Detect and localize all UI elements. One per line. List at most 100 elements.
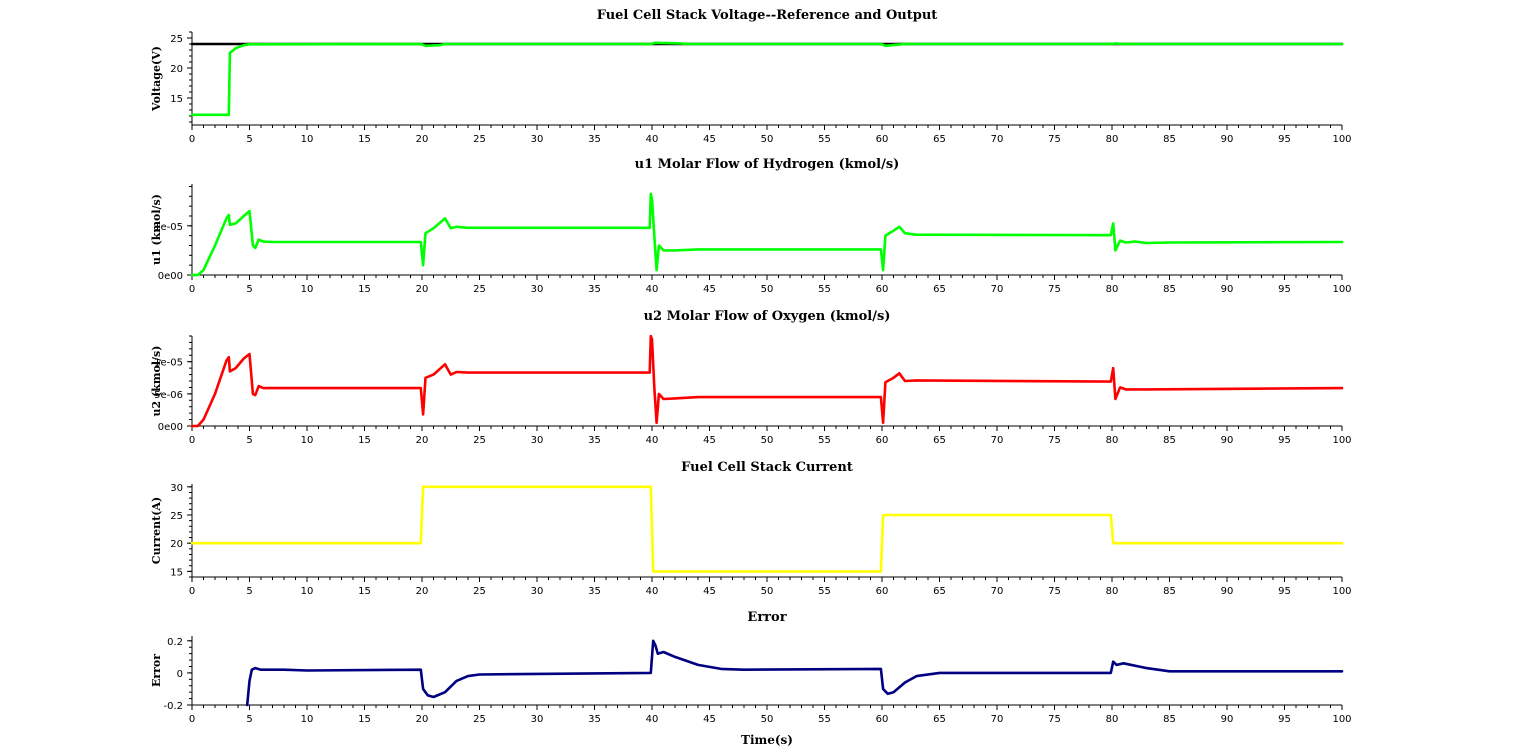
y-tick-label: 30	[170, 483, 183, 494]
y-tick-label: 15	[170, 94, 183, 105]
x-tick-label: 5	[246, 134, 252, 145]
x-tick-label: 100	[1332, 284, 1351, 295]
panel-voltage: Fuel Cell Stack Voltage--Reference and O…	[150, 8, 1352, 145]
x-tick-label: 50	[761, 284, 774, 295]
x-tick-label: 20	[416, 284, 429, 295]
y-tick-label: 0e00	[158, 271, 183, 282]
x-tick-label: 65	[933, 714, 946, 725]
x-tick-label: 45	[703, 586, 716, 597]
x-tick-label: 85	[1163, 435, 1176, 446]
x-tick-label: 55	[818, 586, 831, 597]
x-tick-label: 35	[588, 284, 601, 295]
x-tick-label: 75	[1048, 284, 1061, 295]
x-tick-label: 80	[1106, 714, 1119, 725]
x-tick-label: 0	[189, 714, 195, 725]
x-tick-label: 100	[1332, 435, 1351, 446]
y-tick-label: 1e-05	[154, 358, 183, 369]
x-tick-label: 25	[473, 586, 486, 597]
x-tick-label: 0	[189, 586, 195, 597]
x-tick-label: 60	[876, 435, 889, 446]
x-tick-label: 85	[1163, 586, 1176, 597]
x-tick-label: 10	[301, 714, 314, 725]
x-tick-label: 70	[991, 586, 1004, 597]
x-tick-label: 10	[301, 284, 314, 295]
panel-title-error: Error	[747, 610, 786, 625]
panel-oxygen: u2 Molar Flow of Oxygen (kmol/s) 0 5 10 15 20…	[150, 309, 1352, 446]
x-tick-label: 15	[358, 586, 371, 597]
panel-title-voltage: Fuel Cell Stack Voltage--Reference and O…	[597, 8, 938, 23]
x-tick-label: 40	[646, 586, 659, 597]
x-tick-label: 40	[646, 714, 659, 725]
x-tick-label: 20	[416, 714, 429, 725]
series-line-voltage-1	[190, 41, 1344, 117]
x-tick-label: 30	[531, 284, 544, 295]
x-tick-label: 70	[991, 714, 1004, 725]
x-tick-label: 75	[1048, 435, 1061, 446]
x-tick-label: 25	[473, 435, 486, 446]
x-tick-label: 5	[246, 284, 252, 295]
x-tick-label: 10	[301, 586, 314, 597]
x-tick-label: 20	[416, 435, 429, 446]
x-tick-label: 25	[473, 284, 486, 295]
series-line-current-0	[190, 485, 1344, 573]
y-tick-label: 5e-06	[154, 390, 183, 401]
x-tick-label: 60	[876, 284, 889, 295]
x-tick-label: 30	[531, 134, 544, 145]
x-tick-label: 30	[531, 586, 544, 597]
x-tick-label: 50	[761, 134, 774, 145]
x-tick-label: 70	[991, 284, 1004, 295]
panel-current: Fuel Cell Stack Current 0 5 10 15 20 25 30 35 40 4…	[150, 460, 1352, 597]
x-tick-label: 25	[473, 134, 486, 145]
panel-error: Error 0 5 10 15 20 25 30 35 40 45 50 55 60 65 70 75 80 85 9…	[150, 610, 1352, 747]
x-tick-label: 40	[646, 435, 659, 446]
x-tick-label: 80	[1106, 586, 1119, 597]
x-tick-label: 20	[416, 586, 429, 597]
x-tick-label: 35	[588, 435, 601, 446]
x-tick-label: 55	[818, 134, 831, 145]
x-tick-label: 45	[703, 134, 716, 145]
x-tick-label: 60	[876, 714, 889, 725]
x-tick-label: 55	[818, 714, 831, 725]
x-tick-label: 30	[531, 435, 544, 446]
y-tick-label: 20	[170, 64, 183, 75]
x-tick-label: 35	[588, 586, 601, 597]
series-line-hydrogen-0	[190, 192, 1344, 277]
x-tick-label: 100	[1332, 714, 1351, 725]
x-tick-label: 50	[761, 435, 774, 446]
y-axis-label-oxygen: u2 (kmol/s)	[150, 346, 163, 417]
x-tick-label: 65	[933, 134, 946, 145]
x-tick-label: 80	[1106, 134, 1119, 145]
x-tick-label: 75	[1048, 714, 1061, 725]
series-line-oxygen-0	[190, 334, 1344, 428]
x-tick-label: 65	[933, 586, 946, 597]
panel-title-oxygen: u2 Molar Flow of Oxygen (kmol/s)	[644, 309, 891, 324]
x-tick-label: 10	[301, 435, 314, 446]
x-tick-label: 80	[1106, 435, 1119, 446]
x-tick-label: 45	[703, 284, 716, 295]
x-tick-label: 15	[358, 284, 371, 295]
x-tick-label: 0	[189, 435, 195, 446]
x-tick-label: 95	[1278, 284, 1291, 295]
x-tick-label: 30	[531, 714, 544, 725]
x-tick-label: 95	[1278, 134, 1291, 145]
x-tick-label: 90	[1221, 134, 1234, 145]
x-tick-label: 55	[818, 284, 831, 295]
x-tick-label: 60	[876, 586, 889, 597]
x-tick-label: 15	[358, 714, 371, 725]
panel-title-hydrogen: u1 Molar Flow of Hydrogen (kmol/s)	[635, 157, 900, 172]
series-line-error-0	[245, 639, 1344, 707]
x-tick-label: 5	[246, 714, 252, 725]
y-tick-label: 15	[170, 567, 183, 578]
x-tick-label: 90	[1221, 714, 1234, 725]
x-tick-label: 5	[246, 586, 252, 597]
y-tick-label: 0	[177, 669, 183, 680]
y-axis-label-error: Error	[150, 654, 163, 687]
x-tick-label: 45	[703, 435, 716, 446]
x-tick-label: 100	[1332, 134, 1351, 145]
x-tick-label: 50	[761, 714, 774, 725]
x-tick-label: 15	[358, 435, 371, 446]
y-axis-label-hydrogen: u1 (kmol/s)	[150, 194, 163, 265]
x-tick-label: 100	[1332, 586, 1351, 597]
x-tick-label: 0	[189, 284, 195, 295]
x-tick-label: 10	[301, 134, 314, 145]
